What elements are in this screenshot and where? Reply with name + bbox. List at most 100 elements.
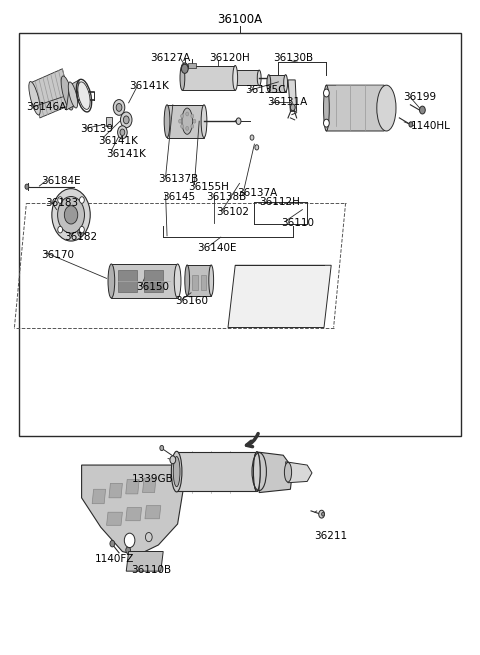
Polygon shape bbox=[109, 483, 122, 498]
Ellipse shape bbox=[253, 452, 260, 491]
Circle shape bbox=[145, 533, 152, 542]
Circle shape bbox=[180, 124, 183, 128]
Circle shape bbox=[52, 189, 90, 241]
Text: 36199: 36199 bbox=[403, 92, 436, 102]
Polygon shape bbox=[111, 264, 178, 298]
Circle shape bbox=[118, 126, 127, 139]
Circle shape bbox=[113, 100, 125, 115]
Polygon shape bbox=[235, 70, 259, 85]
Text: 36127A: 36127A bbox=[150, 52, 191, 63]
Ellipse shape bbox=[78, 82, 90, 109]
Circle shape bbox=[290, 104, 295, 111]
Text: 36110B: 36110B bbox=[132, 565, 172, 575]
Ellipse shape bbox=[171, 451, 182, 492]
Circle shape bbox=[180, 114, 183, 118]
Ellipse shape bbox=[173, 457, 180, 487]
Circle shape bbox=[409, 122, 413, 127]
Bar bbox=[144, 270, 163, 292]
Ellipse shape bbox=[29, 81, 40, 115]
Circle shape bbox=[191, 124, 194, 128]
Text: 36110: 36110 bbox=[281, 217, 314, 228]
Text: 36150: 36150 bbox=[136, 282, 169, 292]
Circle shape bbox=[58, 196, 62, 203]
Circle shape bbox=[79, 231, 82, 234]
Polygon shape bbox=[269, 75, 286, 92]
Polygon shape bbox=[288, 80, 297, 111]
Ellipse shape bbox=[324, 85, 329, 131]
Polygon shape bbox=[82, 465, 187, 555]
Text: 36131A: 36131A bbox=[267, 96, 307, 107]
Polygon shape bbox=[177, 452, 257, 491]
Circle shape bbox=[80, 196, 84, 203]
Circle shape bbox=[170, 456, 176, 464]
Text: 36100A: 36100A bbox=[217, 13, 263, 26]
Bar bbox=[192, 275, 198, 290]
Text: 36184E: 36184E bbox=[41, 176, 81, 186]
Ellipse shape bbox=[233, 66, 238, 90]
Polygon shape bbox=[126, 508, 142, 521]
Ellipse shape bbox=[201, 105, 207, 138]
Polygon shape bbox=[182, 66, 235, 90]
Circle shape bbox=[255, 145, 259, 150]
Text: 36130B: 36130B bbox=[274, 52, 314, 63]
Text: 36135C: 36135C bbox=[245, 85, 285, 96]
Text: 36211: 36211 bbox=[314, 531, 348, 541]
Circle shape bbox=[120, 129, 125, 136]
Text: 1140FZ: 1140FZ bbox=[95, 553, 134, 564]
Text: 36137B: 36137B bbox=[158, 174, 199, 185]
Text: 36141K: 36141K bbox=[98, 136, 138, 146]
Ellipse shape bbox=[267, 75, 271, 92]
Text: 36146A: 36146A bbox=[26, 102, 67, 112]
Text: 36137A: 36137A bbox=[237, 187, 277, 198]
Circle shape bbox=[181, 63, 188, 72]
Text: 36141K: 36141K bbox=[130, 81, 169, 92]
Polygon shape bbox=[167, 105, 204, 138]
Bar bbox=[19, 33, 461, 436]
Ellipse shape bbox=[174, 264, 181, 298]
Polygon shape bbox=[187, 265, 211, 296]
Circle shape bbox=[64, 206, 78, 224]
Circle shape bbox=[191, 114, 194, 118]
Ellipse shape bbox=[173, 452, 180, 491]
Circle shape bbox=[322, 512, 324, 516]
Bar bbox=[106, 117, 112, 126]
Circle shape bbox=[78, 229, 84, 236]
Ellipse shape bbox=[180, 66, 185, 90]
Ellipse shape bbox=[257, 70, 261, 86]
Polygon shape bbox=[143, 478, 156, 493]
Text: 36138B: 36138B bbox=[206, 191, 247, 202]
Circle shape bbox=[123, 116, 129, 124]
Polygon shape bbox=[92, 489, 106, 504]
Text: 36112H: 36112H bbox=[259, 196, 300, 207]
Text: 36170: 36170 bbox=[41, 250, 74, 261]
Circle shape bbox=[319, 510, 324, 518]
Circle shape bbox=[186, 112, 189, 116]
Polygon shape bbox=[228, 265, 331, 328]
Polygon shape bbox=[326, 85, 394, 131]
Text: 36145: 36145 bbox=[162, 191, 195, 202]
Text: 1339GB: 1339GB bbox=[132, 474, 174, 485]
Bar bbox=[118, 270, 137, 292]
Ellipse shape bbox=[253, 452, 260, 491]
Circle shape bbox=[181, 64, 188, 73]
Circle shape bbox=[58, 227, 62, 233]
Text: 36139: 36139 bbox=[80, 124, 113, 134]
Ellipse shape bbox=[164, 105, 170, 138]
Text: 36182: 36182 bbox=[64, 232, 97, 242]
Circle shape bbox=[179, 119, 181, 123]
Circle shape bbox=[124, 533, 135, 548]
Circle shape bbox=[324, 89, 329, 97]
Polygon shape bbox=[31, 69, 71, 118]
Text: 36102: 36102 bbox=[216, 207, 249, 217]
Circle shape bbox=[193, 119, 196, 123]
Circle shape bbox=[80, 227, 84, 233]
Polygon shape bbox=[126, 552, 163, 571]
Circle shape bbox=[236, 118, 241, 124]
Text: 36141K: 36141K bbox=[107, 149, 146, 159]
Ellipse shape bbox=[185, 265, 190, 296]
Text: 36140E: 36140E bbox=[197, 242, 236, 253]
Bar bbox=[201, 275, 206, 290]
Circle shape bbox=[324, 119, 329, 127]
Circle shape bbox=[25, 184, 29, 189]
Ellipse shape bbox=[284, 462, 292, 482]
